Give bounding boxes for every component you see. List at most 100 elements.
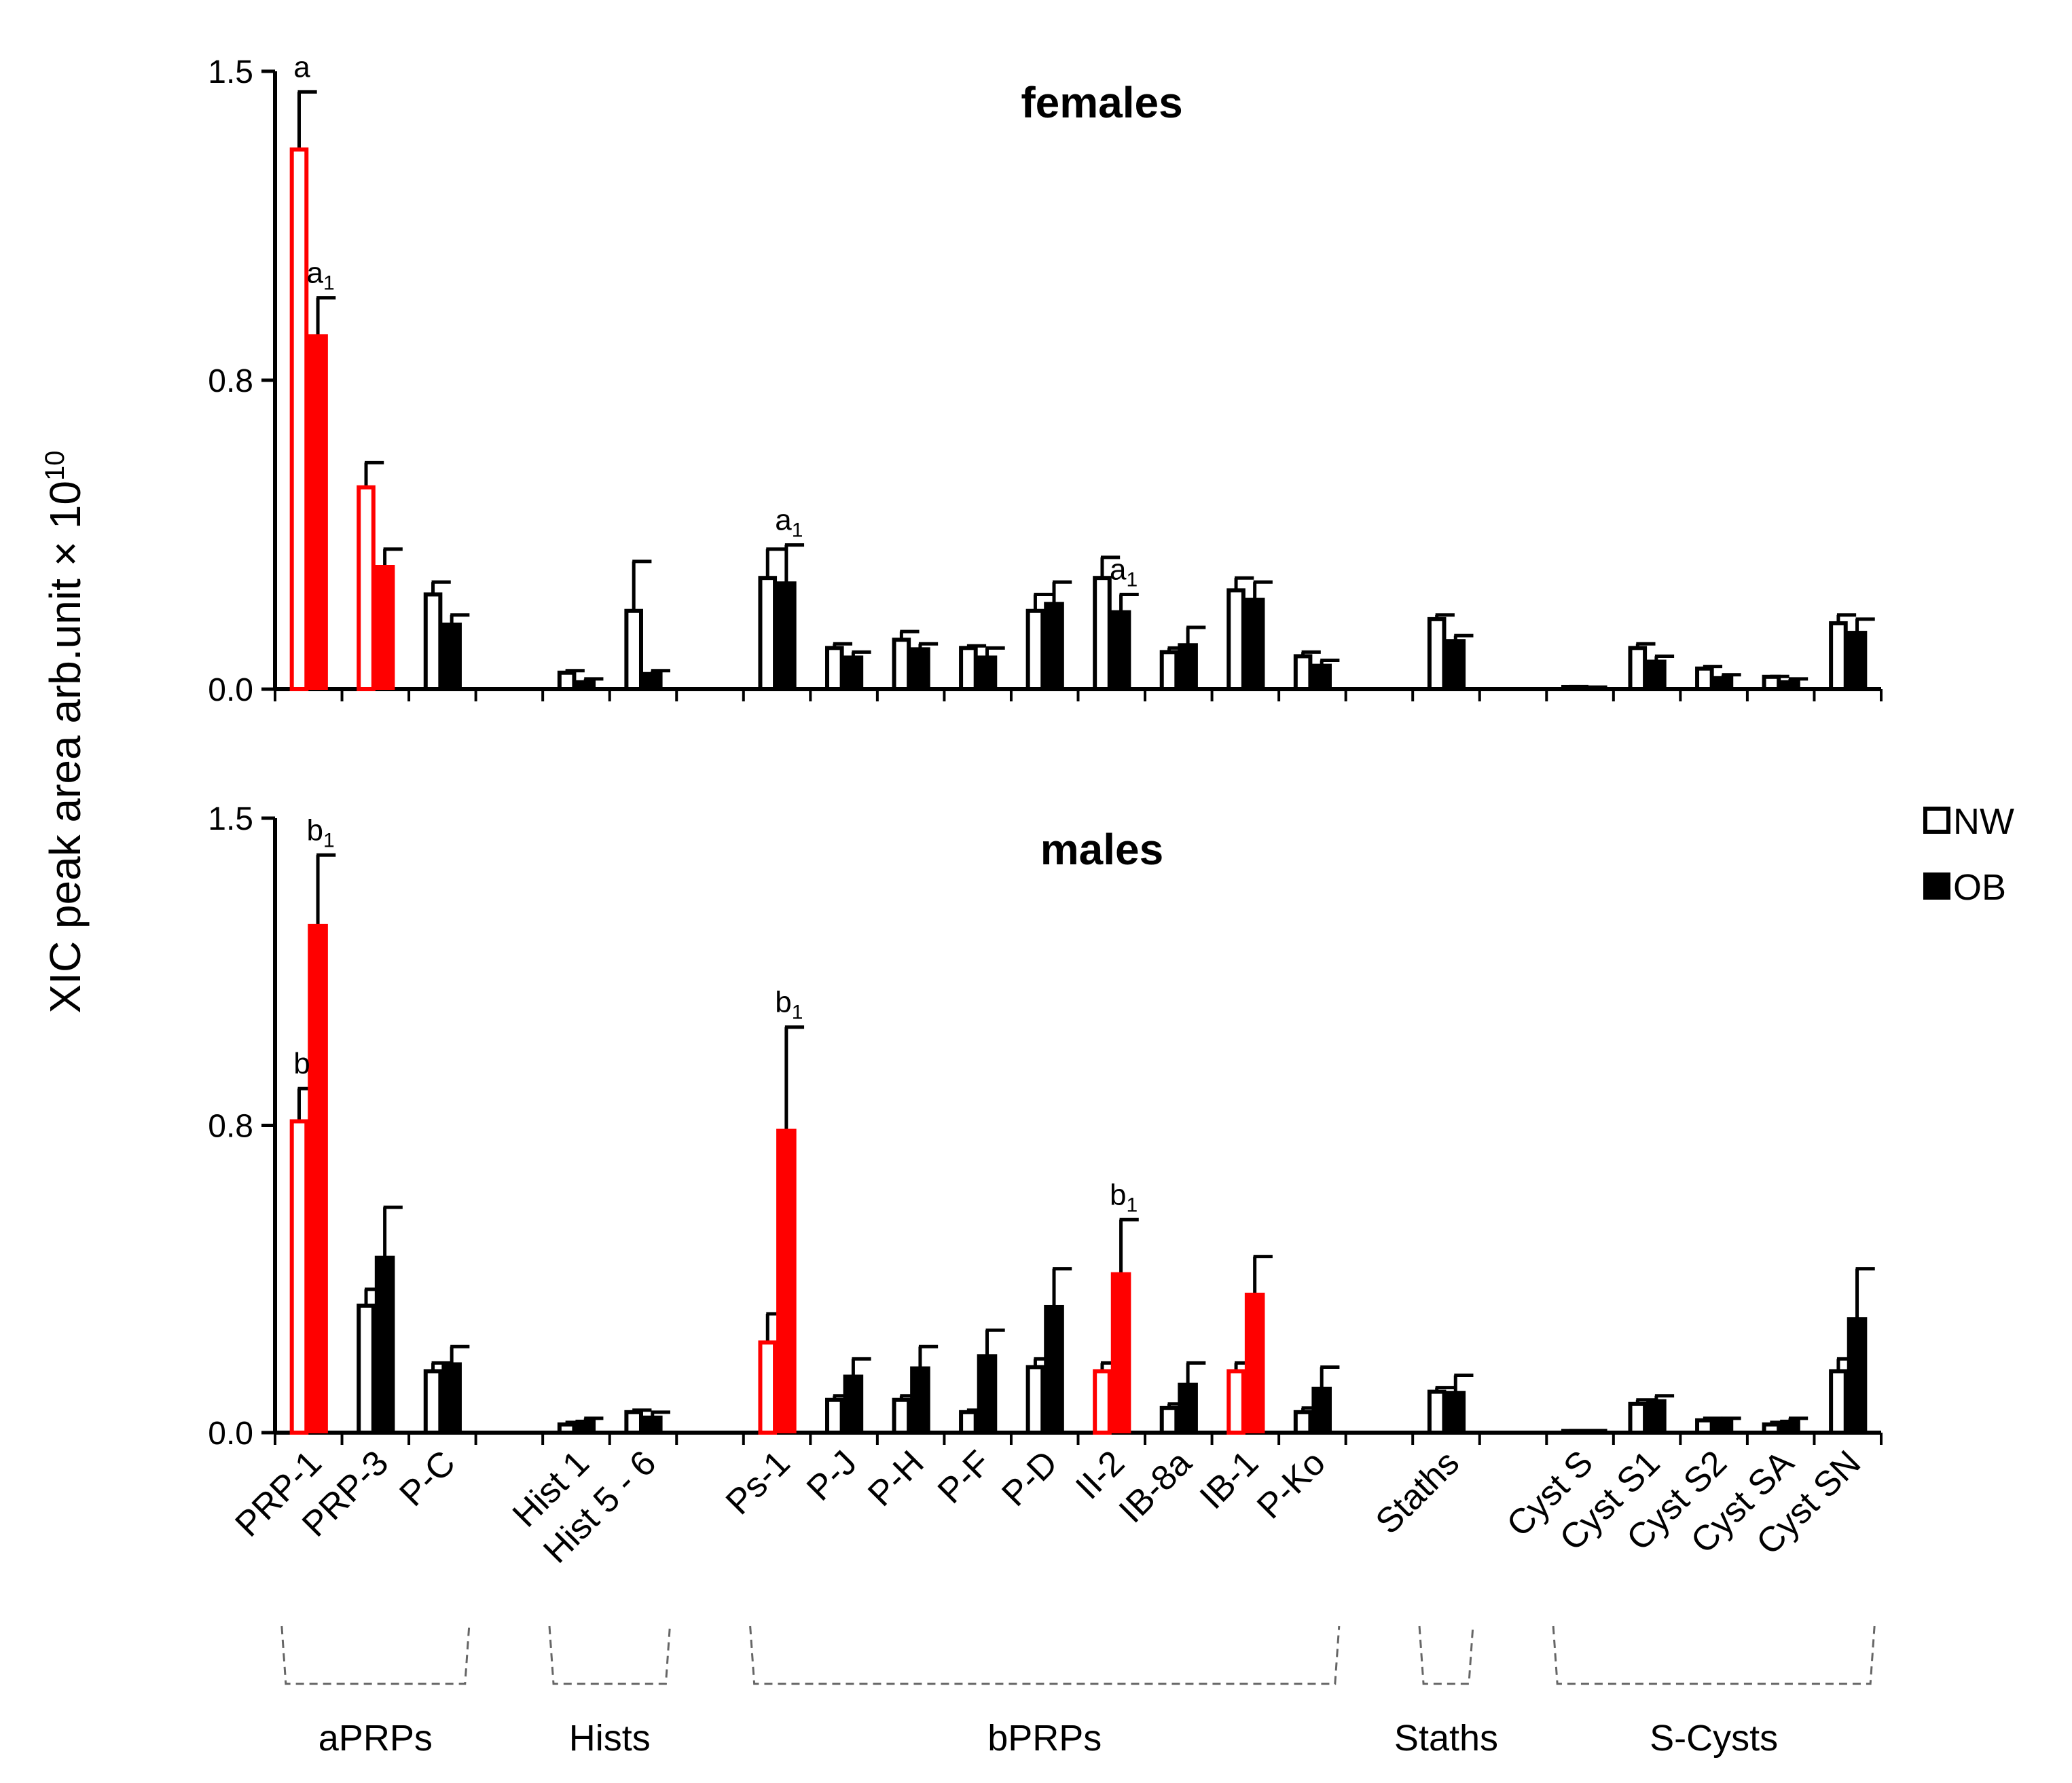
bar-nw: [1159, 650, 1179, 692]
significance-label: b: [293, 1047, 310, 1080]
bar-nw: [1628, 646, 1648, 691]
bar-nw: [758, 576, 778, 692]
bar-nw: [892, 1397, 911, 1435]
bar-nw: [1226, 1369, 1246, 1435]
y-axis-label-text: XIC peak area arb.unit × 10: [41, 481, 90, 1014]
bar-ob: [1780, 1419, 1800, 1433]
bar-nw: [1695, 666, 1714, 692]
legend-swatch-nw: [1923, 807, 1950, 834]
bar-ob: [1579, 1430, 1600, 1434]
bar-nw: [1829, 1369, 1848, 1435]
y-axis-label: XIC peak area arb.unit × 1010: [40, 451, 90, 1014]
bar-nw: [892, 638, 911, 692]
bar-nw: [624, 1410, 643, 1435]
legend-label-ob: OB: [1953, 867, 2006, 908]
bar-ob: [1646, 659, 1667, 690]
bar-ob: [642, 1415, 663, 1434]
panel-females: females 0.0 0.8 1.5 a a1 a1 a1: [208, 50, 1883, 708]
bar-ob: [1178, 1382, 1198, 1433]
panel-title: females: [1021, 78, 1182, 127]
group-brackets: aPRPs Hists bPRPs Staths S-Cysts: [280, 1625, 1876, 1759]
bar-ob: [1244, 598, 1265, 690]
category-label: P-Ko: [1250, 1443, 1333, 1526]
group-label: S-Cysts: [1650, 1718, 1778, 1759]
bar-ob: [374, 1255, 395, 1433]
group-label: bPRPs: [987, 1718, 1102, 1759]
group-bracket: [749, 1625, 1341, 1685]
group-label: Staths: [1394, 1718, 1498, 1759]
bar-nw: [959, 1410, 978, 1435]
bar-ob: [1713, 676, 1734, 690]
bar-nw: [1427, 1389, 1447, 1435]
bar-ob: [1044, 1304, 1064, 1434]
bar-ob: [910, 647, 930, 690]
bar-nw: [1093, 576, 1112, 692]
y-tick-label: 0.0: [208, 1416, 253, 1452]
bar-ob: [776, 1128, 797, 1433]
significance-label: a1: [306, 257, 334, 295]
group-bracket: [280, 1625, 471, 1685]
bar-ob: [1847, 631, 1868, 690]
y-tick-label: 1.5: [208, 54, 253, 90]
panel-males: males 0.0 0.8 1.5 b b1 b1 b1: [208, 801, 1883, 1452]
legend-label-nw: NW: [1953, 801, 2014, 842]
significance-label: a1: [775, 504, 803, 542]
bar-nw: [289, 147, 309, 691]
bar-ob: [308, 923, 328, 1434]
y-tick-label: 0.0: [208, 672, 253, 708]
category-label: IB-8a: [1112, 1443, 1199, 1530]
bar-nw: [1762, 1422, 1781, 1435]
bar-ob: [374, 565, 395, 690]
bar-ob: [1579, 686, 1600, 690]
panels-layer: females 0.0 0.8 1.5 a a1 a1 a1 males 0.0 0.8 1.5 b b1…: [208, 50, 1883, 1452]
bar-nw: [1093, 1369, 1112, 1435]
bar-ob: [1044, 602, 1064, 690]
panel-title: males: [1040, 825, 1163, 874]
bar-ob: [910, 1366, 930, 1434]
bar-ob: [1445, 639, 1466, 691]
svg-text:XIC peak area arb.unit × 1010: XIC peak area arb.unit × 1010: [40, 451, 90, 1014]
bar-ob: [1713, 1419, 1734, 1433]
legend: NW OB: [1923, 801, 2014, 908]
bar-ob: [1110, 610, 1131, 691]
bar-ob: [1110, 1272, 1131, 1433]
bar-ob: [843, 1374, 864, 1433]
bar-nw: [1159, 1405, 1179, 1435]
bar-ob: [1847, 1317, 1868, 1433]
bar-nw: [1628, 1401, 1648, 1435]
bar-ob: [642, 672, 663, 691]
bar-ob: [776, 581, 797, 690]
bar-ob: [977, 1354, 998, 1434]
bar-nw: [1293, 1410, 1313, 1435]
group-bracket: [548, 1625, 671, 1685]
bar-nw: [557, 1422, 577, 1435]
bar-ob: [1244, 1292, 1265, 1434]
significance-label: b1: [775, 986, 803, 1024]
bar-ob: [575, 1419, 596, 1433]
bar-nw: [357, 1303, 376, 1435]
bar-nw: [357, 485, 376, 691]
category-label: Staths: [1368, 1443, 1467, 1541]
y-axis-label-exponent: 10: [40, 451, 70, 481]
bar-ob: [843, 655, 864, 691]
bar-nw: [959, 646, 978, 691]
group-label: Hists: [569, 1718, 651, 1759]
bar-nw: [423, 592, 443, 692]
bar-nw: [624, 608, 643, 692]
bar-nw: [825, 646, 844, 691]
bar-ob: [308, 334, 328, 690]
category-label: P-D: [994, 1443, 1065, 1513]
category-label: Ps-1: [719, 1443, 798, 1522]
bar-nw: [423, 1369, 443, 1435]
significance-label: a: [293, 50, 310, 84]
bar-ob: [1311, 663, 1332, 690]
y-tick-label: 0.8: [208, 363, 253, 399]
bar-ob: [441, 622, 462, 691]
bar-nw: [1293, 654, 1313, 692]
group-bracket: [1418, 1625, 1474, 1685]
bar-nw: [1427, 617, 1447, 691]
bar-nw: [1829, 621, 1848, 692]
bar-nw: [1226, 588, 1246, 692]
bar-ob: [441, 1362, 462, 1434]
